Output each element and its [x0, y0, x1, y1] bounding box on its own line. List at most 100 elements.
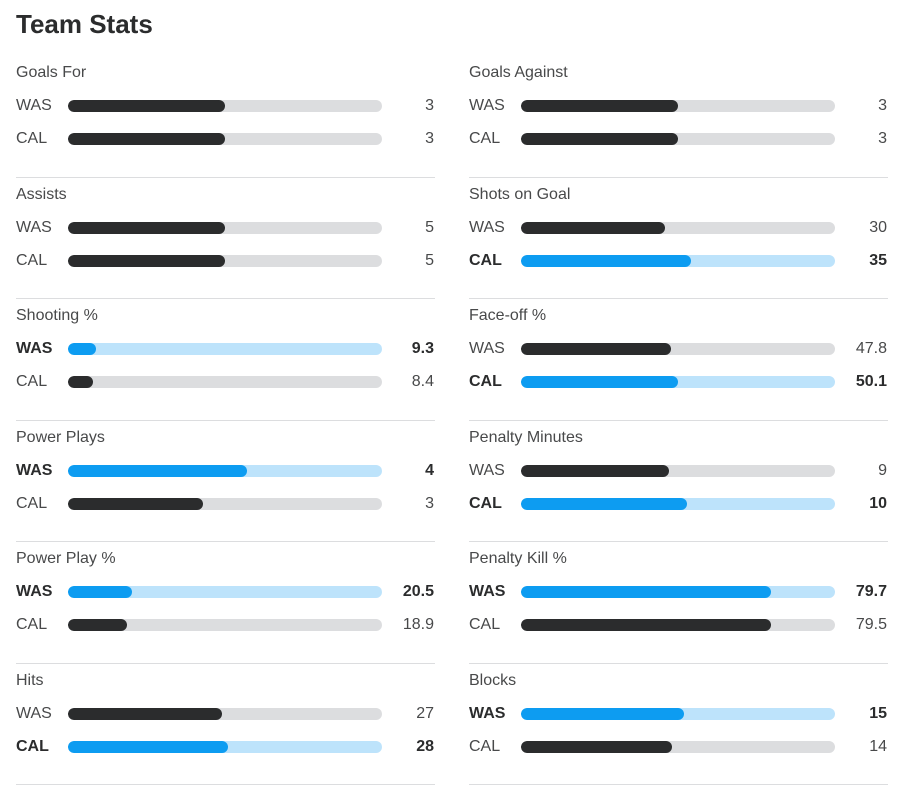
stat-bar-track [521, 133, 835, 145]
stat-bar-fill [521, 376, 678, 388]
stat-bar-track [68, 343, 382, 355]
team-stat-value: 79.7 [856, 582, 887, 602]
stat-label: Goals Against [469, 64, 568, 82]
team-abbreviation: WAS [469, 339, 505, 359]
team-row: CAL 35 [469, 251, 888, 271]
team-abbreviation: CAL [16, 615, 47, 635]
team-stat-value: 50.1 [856, 372, 887, 392]
team-row: CAL 5 [16, 251, 435, 271]
stat-label: Power Play % [16, 550, 116, 568]
team-stat-value: 28 [416, 737, 434, 757]
team-row: WAS 47.8 [469, 339, 888, 359]
stat-bar-fill [521, 619, 771, 631]
team-row: CAL 28 [16, 737, 435, 757]
team-row: CAL 18.9 [16, 615, 435, 635]
team-stat-value: 3 [878, 129, 887, 149]
team-row: WAS 3 [469, 96, 888, 116]
team-abbreviation: WAS [16, 461, 52, 481]
stat-bar-track [68, 741, 382, 753]
team-stat-value: 15 [869, 704, 887, 724]
stat-bar-track [521, 100, 835, 112]
stat-bar-fill [521, 343, 671, 355]
team-stat-value: 14 [869, 737, 887, 757]
team-abbreviation: CAL [16, 737, 49, 757]
stat-bar-fill [68, 376, 93, 388]
team-stat-value: 3 [425, 96, 434, 116]
stat-bar-fill [521, 100, 678, 112]
team-stat-value: 79.5 [856, 615, 887, 635]
stat-label: Assists [16, 186, 67, 204]
team-stats-grid: Goals For WAS 3 CAL 3 Goals Against WAS … [16, 56, 888, 785]
team-row: WAS 9 [469, 461, 888, 481]
team-stat-value: 5 [425, 251, 434, 271]
team-stat-value: 20.5 [403, 582, 434, 602]
stat-bar-track [521, 741, 835, 753]
team-stat-value: 3 [425, 129, 434, 149]
team-stat-value: 10 [869, 494, 887, 514]
stat-bar-fill [521, 222, 665, 234]
stat-label: Blocks [469, 672, 516, 690]
stat-shots-on-goal: Shots on Goal WAS 30 CAL 35 [469, 178, 888, 300]
stat-bar-track [68, 255, 382, 267]
team-row: CAL 14 [469, 737, 888, 757]
stat-bar-fill [68, 741, 228, 753]
stat-bar-fill [68, 255, 225, 267]
stat-bar-fill [68, 586, 132, 598]
stat-label: Penalty Minutes [469, 429, 583, 447]
team-row: WAS 27 [16, 704, 435, 724]
team-abbreviation: CAL [16, 372, 47, 392]
stat-bar-fill [521, 708, 684, 720]
team-abbreviation: WAS [16, 582, 52, 602]
stat-bar-fill [68, 619, 127, 631]
team-row: CAL 8.4 [16, 372, 435, 392]
stat-bar-fill [68, 708, 222, 720]
page-title: Team Stats [16, 9, 153, 40]
stat-goals-for: Goals For WAS 3 CAL 3 [16, 56, 435, 178]
stat-bar-track [68, 498, 382, 510]
stat-goals-against: Goals Against WAS 3 CAL 3 [469, 56, 888, 178]
stat-bar-track [521, 586, 835, 598]
stat-blocks: Blocks WAS 15 CAL 14 [469, 664, 888, 785]
team-abbreviation: CAL [16, 494, 47, 514]
stat-bar-fill [68, 133, 225, 145]
team-row: CAL 3 [469, 129, 888, 149]
team-abbreviation: CAL [16, 251, 47, 271]
team-row: CAL 50.1 [469, 372, 888, 392]
stat-bar-track [68, 133, 382, 145]
stat-power-plays: Power Plays WAS 4 CAL 3 [16, 421, 435, 543]
team-abbreviation: CAL [469, 737, 500, 757]
stat-bar-track [68, 708, 382, 720]
stat-bar-fill [68, 100, 225, 112]
stat-shooting-pct: Shooting % WAS 9.3 CAL 8.4 [16, 299, 435, 421]
stat-hits: Hits WAS 27 CAL 28 [16, 664, 435, 785]
team-stat-value: 35 [869, 251, 887, 271]
team-row: CAL 79.5 [469, 615, 888, 635]
team-abbreviation: WAS [469, 461, 505, 481]
team-row: CAL 3 [16, 129, 435, 149]
team-row: WAS 79.7 [469, 582, 888, 602]
stat-assists: Assists WAS 5 CAL 5 [16, 178, 435, 300]
team-stat-value: 18.9 [403, 615, 434, 635]
team-stat-value: 5 [425, 218, 434, 238]
team-abbreviation: WAS [469, 96, 505, 116]
stat-bar-track [521, 222, 835, 234]
stat-bar-track [68, 465, 382, 477]
team-abbreviation: CAL [469, 494, 502, 514]
team-stat-value: 3 [878, 96, 887, 116]
team-row: WAS 30 [469, 218, 888, 238]
stat-bar-fill [521, 586, 771, 598]
stat-label: Shooting % [16, 307, 98, 325]
stat-bar-track [521, 343, 835, 355]
stat-bar-track [68, 100, 382, 112]
stat-bar-track [521, 465, 835, 477]
team-stat-value: 30 [869, 218, 887, 238]
team-stat-value: 8.4 [412, 372, 434, 392]
team-row: WAS 4 [16, 461, 435, 481]
team-row: WAS 9.3 [16, 339, 435, 359]
stat-label: Power Plays [16, 429, 105, 447]
stat-bar-fill [68, 222, 225, 234]
stat-label: Shots on Goal [469, 186, 570, 204]
stat-bar-fill [521, 741, 672, 753]
stat-bar-fill [521, 498, 687, 510]
stat-bar-track [68, 586, 382, 598]
